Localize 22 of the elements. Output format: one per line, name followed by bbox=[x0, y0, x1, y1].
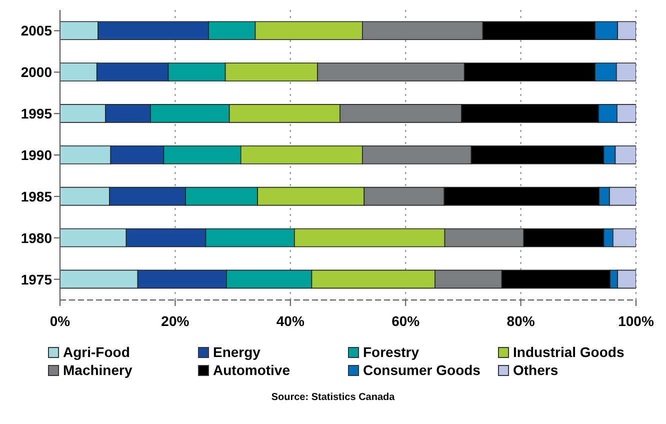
x-tick-label: 100% bbox=[618, 312, 654, 329]
source-note: Source: Statistics Canada bbox=[270, 392, 396, 403]
y-tick-label: 2000 bbox=[20, 64, 52, 80]
x-tick-label: 80% bbox=[506, 312, 536, 329]
y-tick-label: 1995 bbox=[20, 106, 52, 122]
x-tick-label: 60% bbox=[392, 312, 420, 329]
y-tick-label: 1975 bbox=[20, 271, 52, 288]
legend-label: Others bbox=[513, 362, 558, 378]
x-tick-label: 40% bbox=[276, 312, 305, 329]
y-tick-label: 1990 bbox=[20, 146, 52, 163]
legend-label: Industrial Goods bbox=[513, 344, 624, 360]
legend-label: Energy bbox=[213, 344, 260, 360]
legend-label: Automotive bbox=[213, 362, 290, 378]
legend-label: Machinery bbox=[63, 362, 132, 378]
x-tick-label: 0% bbox=[50, 312, 71, 329]
y-tick-label: 2005 bbox=[20, 22, 52, 39]
legend-label: Forestry bbox=[363, 344, 420, 360]
legend-label: Consumer Goods bbox=[363, 362, 480, 378]
y-tick-label: 1985 bbox=[20, 188, 52, 204]
x-tick-label: 20% bbox=[161, 312, 190, 329]
y-tick-label: 1980 bbox=[20, 230, 52, 246]
legend-label: Agri-Food bbox=[63, 344, 130, 360]
